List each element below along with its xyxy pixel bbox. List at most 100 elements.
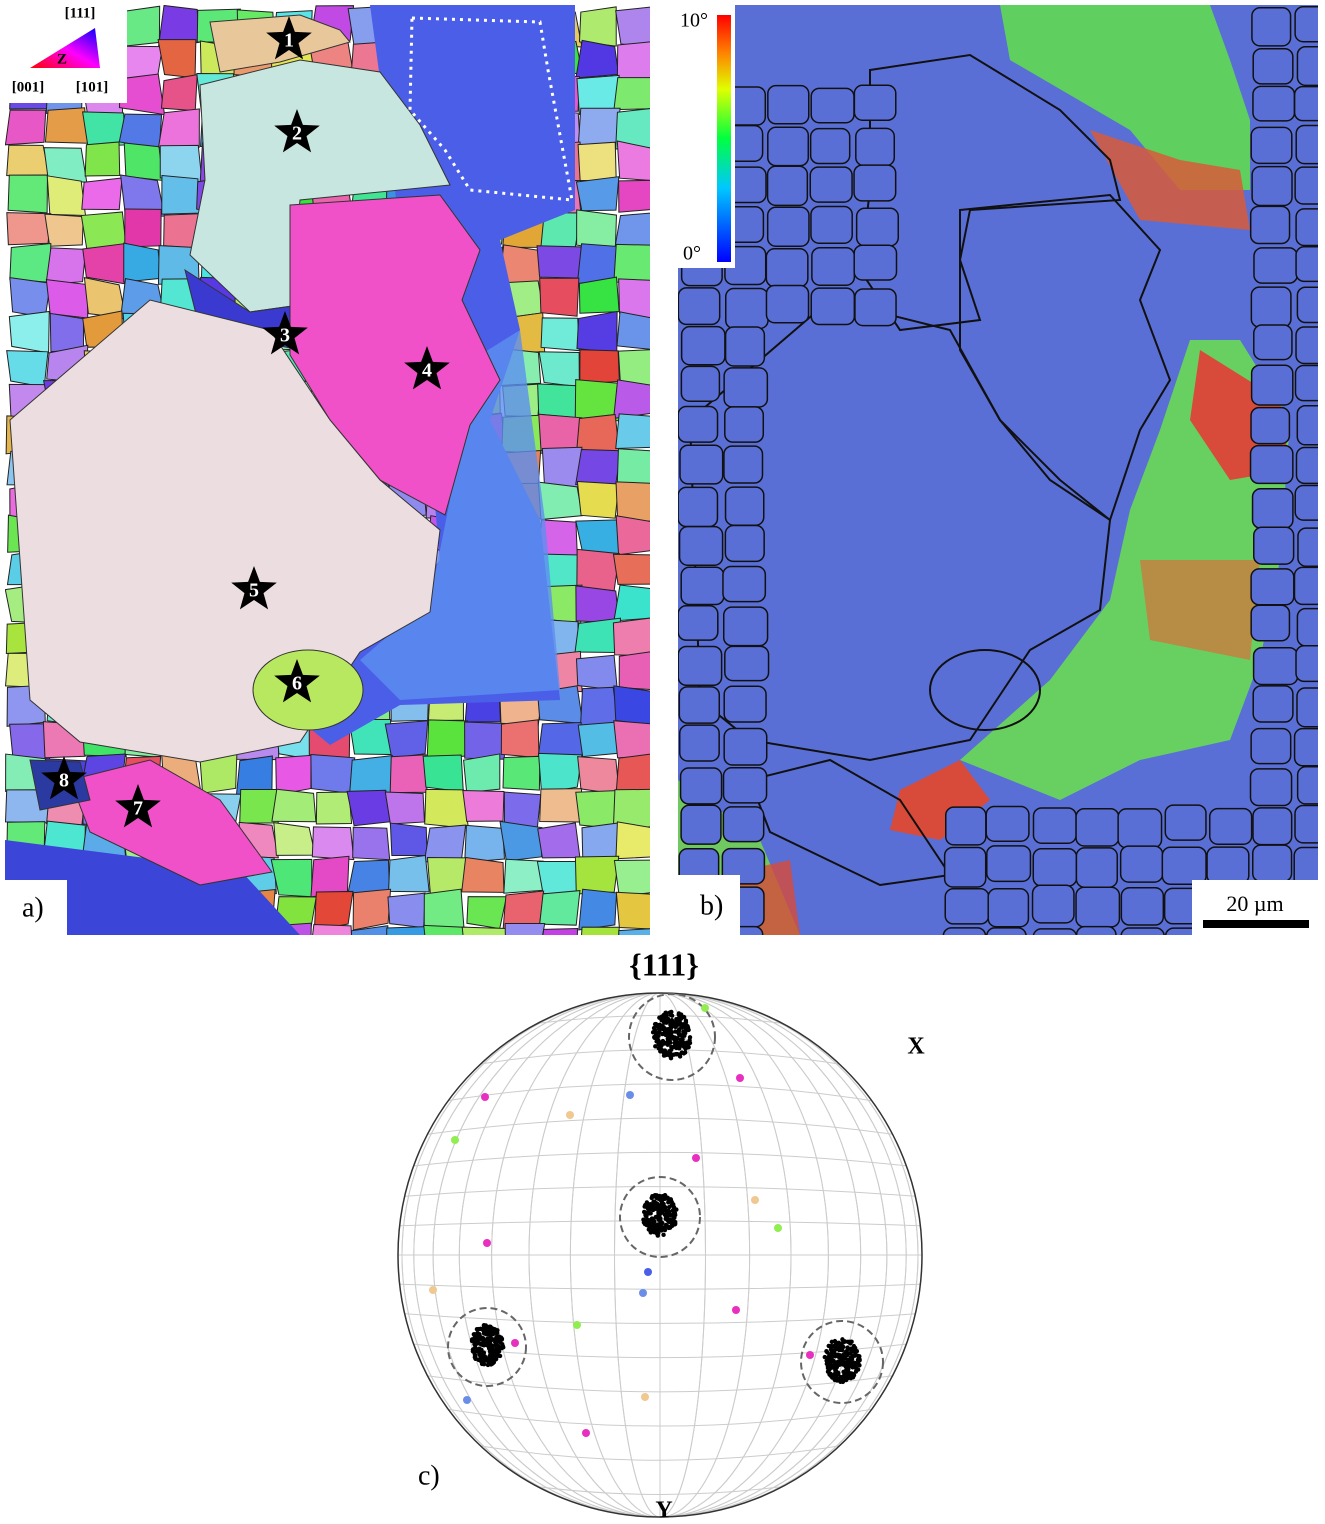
grain <box>575 448 622 487</box>
pole <box>653 1214 658 1220</box>
grain <box>1075 847 1119 888</box>
pole <box>835 1372 841 1377</box>
grain <box>767 126 810 167</box>
grain <box>69 759 273 886</box>
grain <box>120 5 161 48</box>
grain <box>1252 646 1299 686</box>
pole <box>845 1346 851 1352</box>
pole <box>481 1343 487 1348</box>
pole <box>494 1348 500 1353</box>
grain <box>346 789 393 827</box>
pole <box>479 1358 485 1363</box>
grain <box>1252 85 1296 122</box>
small-grains <box>678 5 1318 935</box>
grain <box>313 890 354 932</box>
grain <box>312 924 353 935</box>
colorbar <box>717 15 731 262</box>
grain <box>615 108 650 150</box>
pole <box>481 1093 489 1101</box>
grain <box>539 277 580 317</box>
grain <box>461 856 505 893</box>
cluster-outline <box>628 993 716 1081</box>
pole <box>683 1050 688 1055</box>
grain <box>617 349 650 388</box>
pole <box>806 1351 814 1359</box>
pole <box>651 1202 657 1207</box>
grain <box>44 213 84 247</box>
pole <box>652 1226 657 1232</box>
pole <box>663 1052 668 1058</box>
grain <box>615 821 650 860</box>
poles <box>429 993 884 1437</box>
grain <box>1253 324 1293 361</box>
grain <box>613 243 650 285</box>
pole <box>732 1306 740 1314</box>
grain <box>577 107 621 148</box>
grain <box>575 413 620 456</box>
pole <box>644 1222 649 1228</box>
pole <box>666 1039 671 1044</box>
grain-number: 3 <box>280 325 290 347</box>
grain <box>576 480 620 519</box>
grain <box>853 244 898 281</box>
grain <box>1296 45 1318 87</box>
pole <box>681 1029 686 1034</box>
pole <box>676 1027 682 1032</box>
grain <box>1206 846 1250 885</box>
grain <box>1295 246 1318 283</box>
pole <box>650 1206 655 1211</box>
grain <box>854 288 897 327</box>
pole <box>827 1372 832 1377</box>
label-box <box>5 880 67 935</box>
pole <box>686 1044 691 1050</box>
pole <box>844 1367 849 1373</box>
net-line <box>398 1312 922 1324</box>
pole <box>566 1111 574 1119</box>
grain <box>723 445 764 484</box>
grain <box>612 788 650 829</box>
grain <box>5 109 47 146</box>
grain <box>387 892 426 929</box>
grain <box>942 927 987 935</box>
grain <box>1295 326 1318 365</box>
grain <box>6 212 52 246</box>
grain <box>615 891 650 930</box>
grain <box>722 606 769 647</box>
grain <box>1075 925 1117 935</box>
star-marker <box>274 109 320 153</box>
grain <box>1075 807 1120 847</box>
grain <box>578 276 620 314</box>
grain <box>1295 124 1318 165</box>
grain <box>724 645 770 682</box>
grain <box>1250 727 1292 765</box>
pole <box>851 1362 857 1368</box>
pole <box>663 1193 668 1198</box>
pole <box>841 1344 846 1350</box>
pole <box>499 1336 505 1342</box>
grain <box>1295 446 1318 485</box>
pole <box>463 1396 471 1404</box>
grain <box>1249 205 1291 245</box>
grain <box>678 287 721 326</box>
grain <box>422 754 464 793</box>
net-line <box>398 1186 922 1198</box>
pole <box>854 1349 860 1354</box>
pole <box>687 1038 692 1043</box>
grain <box>352 888 392 931</box>
pole <box>659 1040 664 1045</box>
grain <box>1296 607 1318 647</box>
pole <box>489 1331 494 1337</box>
grain <box>1297 527 1318 567</box>
grain <box>724 524 765 563</box>
grain <box>1252 47 1294 85</box>
pole <box>832 1377 837 1383</box>
grain <box>985 805 1030 842</box>
pole <box>843 1351 849 1356</box>
pole <box>656 1225 662 1230</box>
net-line <box>398 1151 922 1169</box>
grain <box>7 174 48 214</box>
grain <box>1296 687 1318 728</box>
grain <box>809 127 851 165</box>
